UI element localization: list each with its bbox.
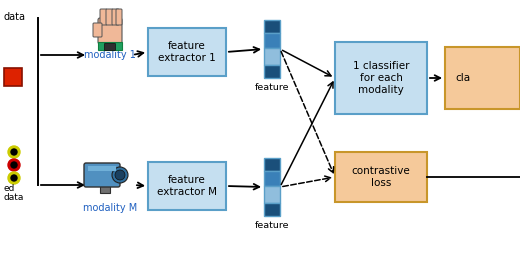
Text: 1 classifier
for each
modality: 1 classifier for each modality (353, 61, 409, 95)
Bar (264, 20, 280, 33)
Text: feature
extractor 1: feature extractor 1 (158, 41, 216, 63)
Text: cla: cla (455, 73, 470, 83)
Bar (148, 162, 226, 210)
Circle shape (11, 149, 17, 155)
Bar (100, 185, 110, 193)
Bar (264, 65, 280, 78)
Bar (445, 47, 520, 109)
FancyBboxPatch shape (88, 166, 116, 171)
FancyBboxPatch shape (98, 18, 122, 44)
FancyBboxPatch shape (106, 9, 113, 25)
Text: feature: feature (255, 83, 289, 92)
Circle shape (11, 162, 17, 168)
Bar (264, 48, 280, 65)
Bar (264, 186, 280, 203)
Circle shape (115, 170, 125, 180)
FancyBboxPatch shape (93, 23, 102, 37)
Circle shape (11, 175, 17, 181)
Bar (264, 171, 280, 186)
Bar (335, 152, 427, 202)
Circle shape (8, 146, 20, 158)
FancyBboxPatch shape (116, 9, 122, 25)
FancyBboxPatch shape (112, 9, 119, 25)
Bar (264, 203, 280, 216)
FancyBboxPatch shape (98, 42, 122, 50)
FancyBboxPatch shape (105, 43, 115, 50)
Text: ed: ed (3, 184, 15, 193)
Text: contrastive
loss: contrastive loss (352, 166, 410, 188)
Text: feature
extractor M: feature extractor M (157, 175, 217, 197)
FancyBboxPatch shape (84, 163, 120, 187)
Text: data: data (3, 193, 23, 202)
FancyBboxPatch shape (100, 9, 107, 25)
Bar (335, 42, 427, 114)
Circle shape (112, 167, 128, 183)
Text: modality 1: modality 1 (84, 50, 136, 60)
Bar (264, 158, 280, 171)
Bar (148, 28, 226, 76)
Bar (264, 33, 280, 48)
Text: feature: feature (255, 221, 289, 230)
Bar (4, 68, 22, 86)
Text: data: data (3, 12, 25, 22)
Text: modality M: modality M (83, 203, 137, 213)
Circle shape (8, 159, 20, 171)
Circle shape (8, 172, 20, 184)
